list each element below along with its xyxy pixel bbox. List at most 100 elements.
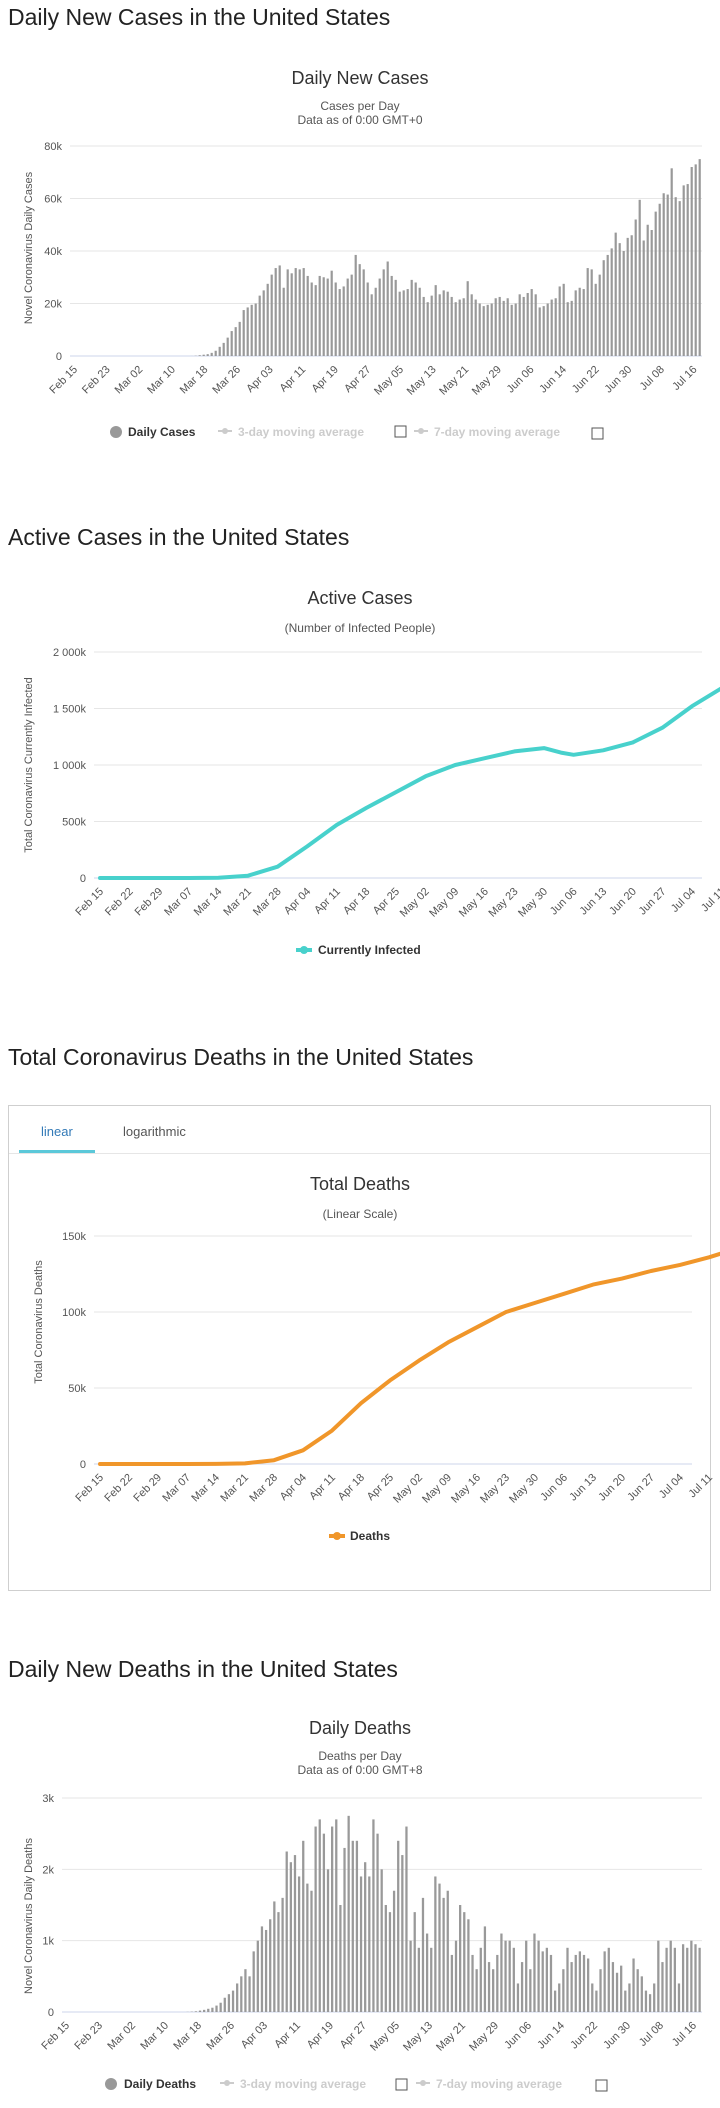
bar[interactable] [519,294,521,356]
bar[interactable] [479,304,481,357]
bar[interactable] [303,268,305,356]
bar[interactable] [372,1819,374,2012]
bar[interactable] [595,284,597,356]
ma7-checkbox[interactable] [596,2080,607,2091]
bar[interactable] [430,1948,432,2012]
bar[interactable] [675,197,677,356]
bar[interactable] [207,354,209,356]
bar[interactable] [463,1912,465,2012]
bar[interactable] [698,1948,700,2012]
bar[interactable] [554,1991,556,2012]
bar[interactable] [307,276,309,356]
bar[interactable] [310,1891,312,2012]
bar[interactable] [279,265,281,356]
bar[interactable] [517,1983,519,2012]
bar[interactable] [306,1884,308,2012]
bar[interactable] [261,1926,263,2012]
bar[interactable] [219,347,221,356]
bar[interactable] [537,1941,539,2012]
bar[interactable] [290,1862,292,2012]
bar[interactable] [273,1901,275,2012]
legend-item-3day-ma[interactable]: 3-day moving average [238,425,364,439]
bar[interactable] [195,2011,197,2012]
bar[interactable] [442,1898,444,2012]
bar[interactable] [547,304,549,357]
bar[interactable] [663,193,665,356]
bar[interactable] [587,268,589,356]
bar[interactable] [323,277,325,356]
bar[interactable] [575,1955,577,2012]
bar[interactable] [531,289,533,356]
bar[interactable] [236,1983,238,2012]
bar[interactable] [599,275,601,356]
bar[interactable] [294,1855,296,2012]
bar[interactable] [695,164,697,356]
bar[interactable] [513,1948,515,2012]
bar[interactable] [247,307,249,356]
bar[interactable] [298,1876,300,2012]
bar[interactable] [591,1983,593,2012]
bar[interactable] [488,1962,490,2012]
bar[interactable] [571,301,573,356]
bar[interactable] [507,298,509,356]
bar[interactable] [405,1827,407,2012]
bar[interactable] [351,275,353,356]
bar[interactable] [343,1848,345,2012]
bar[interactable] [623,251,625,356]
bar[interactable] [595,1991,597,2012]
bar[interactable] [678,1983,680,2012]
bar[interactable] [431,296,433,356]
bar[interactable] [619,243,621,356]
bar[interactable] [251,305,253,356]
bar[interactable] [447,292,449,356]
bar[interactable] [583,1955,585,2012]
bar[interactable] [253,1951,255,2012]
bar[interactable] [527,293,529,356]
tab-linear[interactable]: linear [41,1124,73,1139]
bar[interactable] [418,1948,420,2012]
ma3-checkbox[interactable] [395,426,406,437]
bar[interactable] [343,286,345,356]
bar[interactable] [570,1962,572,2012]
bar[interactable] [438,1884,440,2012]
bar[interactable] [661,1962,663,2012]
bar[interactable] [690,1941,692,2012]
bar[interactable] [451,1955,453,2012]
bar[interactable] [451,297,453,356]
bar[interactable] [299,269,301,356]
legend-item-deaths[interactable]: Deaths [350,1529,390,1543]
bar[interactable] [439,294,441,356]
bar[interactable] [356,1841,358,2012]
bar[interactable] [327,1869,329,2012]
bar[interactable] [635,220,637,357]
bar[interactable] [352,1841,354,2012]
bar[interactable] [639,200,641,356]
bar[interactable] [243,310,245,356]
bar[interactable] [203,2010,205,2012]
bar[interactable] [674,1948,676,2012]
bar[interactable] [220,2003,222,2012]
bar[interactable] [612,1962,614,2012]
bar[interactable] [422,1898,424,2012]
bar[interactable] [533,1934,535,2012]
bar[interactable] [207,2009,209,2012]
series-line[interactable] [100,664,720,878]
bar[interactable] [616,1973,618,2012]
bar[interactable] [295,268,297,356]
bar[interactable] [339,289,341,356]
ma3-checkbox[interactable] [396,2079,407,2090]
bar[interactable] [542,1951,544,2012]
bar[interactable] [467,1919,469,2012]
bar[interactable] [535,294,537,356]
bar[interactable] [643,241,645,357]
bar[interactable] [558,1983,560,2012]
bar[interactable] [434,1876,436,2012]
bar[interactable] [387,262,389,357]
bar[interactable] [395,280,397,356]
bar[interactable] [499,297,501,356]
bar[interactable] [455,302,457,356]
bar[interactable] [359,264,361,356]
bar[interactable] [504,1941,506,2012]
bar[interactable] [620,1966,622,2012]
legend-item-daily-deaths[interactable]: Daily Deaths [124,2077,196,2091]
